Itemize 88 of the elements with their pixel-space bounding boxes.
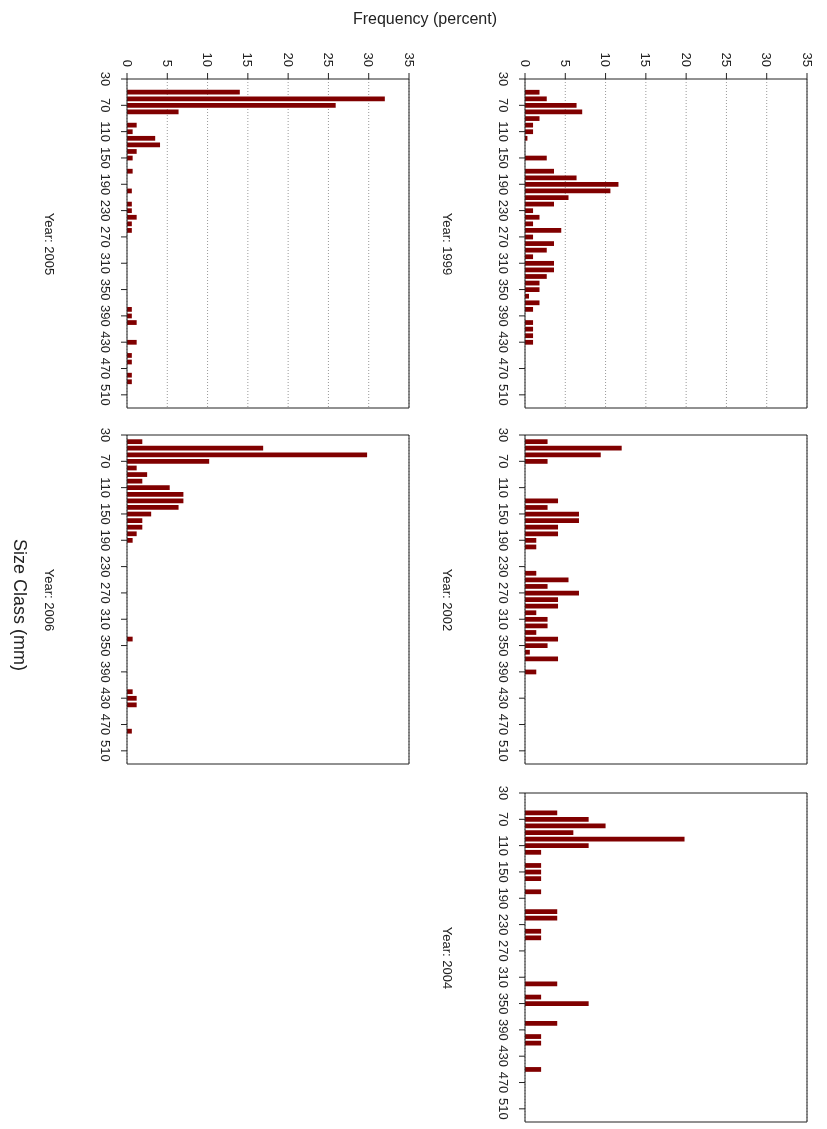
y-tick-label: 270 xyxy=(495,582,511,604)
y-axis-title: Year: 2004 xyxy=(439,926,455,990)
y-tick-label: 350 xyxy=(495,992,511,1015)
y-tick-label: 190 xyxy=(495,173,511,196)
y-tick-label: 270 xyxy=(97,226,113,248)
y-tick-label: 510 xyxy=(97,739,113,762)
y-tick-label: 470 xyxy=(97,713,113,736)
y-tick-label: 470 xyxy=(495,1071,511,1094)
x-tick-label: 20 xyxy=(280,52,296,67)
y-tick-label: 350 xyxy=(495,278,511,301)
y-tick-label: 310 xyxy=(495,252,511,275)
y-tick-label: 230 xyxy=(97,555,113,578)
x-tick-label: 5 xyxy=(557,59,573,67)
y-tick-label: 70 xyxy=(495,454,511,469)
y-tick-label: 310 xyxy=(97,608,113,631)
y-tick-label: 150 xyxy=(97,147,113,169)
text: Size Class (mm) xyxy=(10,538,30,672)
y-tick-label: 110 xyxy=(495,477,511,499)
y-tick-label: 350 xyxy=(97,634,113,657)
y-tick-label: 110 xyxy=(97,121,113,143)
y-tick-label: 110 xyxy=(495,121,511,143)
y-tick-label: 470 xyxy=(495,713,511,736)
x-tick-label: 20 xyxy=(678,52,694,67)
y-tick-label: 110 xyxy=(495,835,511,857)
y-tick-label: 70 xyxy=(97,454,113,469)
y-tick-label: 110 xyxy=(97,477,113,499)
x-tick-label: 10 xyxy=(200,52,216,67)
y-tick-label: 430 xyxy=(495,687,511,710)
y-tick-label: 30 xyxy=(495,71,511,87)
y-axis-title: Year: 2006 xyxy=(41,568,57,632)
y-tick-label: 430 xyxy=(495,1045,511,1068)
y-tick-label: 190 xyxy=(495,887,511,910)
y-axis-title: Year: 2002 xyxy=(439,568,455,632)
y-tick-label: 70 xyxy=(495,98,511,113)
y-tick-label: 30 xyxy=(97,71,113,87)
y-tick-label: 350 xyxy=(97,278,113,301)
y-tick-label: 390 xyxy=(495,661,511,683)
y-tick-label: 70 xyxy=(97,98,113,113)
y-tick-label: 350 xyxy=(495,634,511,657)
y-tick-label: 150 xyxy=(97,503,113,525)
x-tick-label: 35 xyxy=(401,52,417,67)
x-tick-label: 30 xyxy=(759,52,775,67)
y-tick-label: 190 xyxy=(97,173,113,196)
y-tick-label: 230 xyxy=(495,913,511,936)
x-tick-label: 10 xyxy=(598,52,614,67)
y-tick-label: 230 xyxy=(495,555,511,578)
y-tick-label: 510 xyxy=(97,383,113,406)
y-tick-label: 310 xyxy=(495,966,511,989)
y-tick-label: 310 xyxy=(97,252,113,275)
y-tick-label: 430 xyxy=(495,331,511,354)
y-tick-label: 510 xyxy=(495,383,511,406)
y-tick-label: 470 xyxy=(495,357,511,380)
y-tick-label: 390 xyxy=(495,305,511,327)
y-tick-label: 470 xyxy=(97,357,113,380)
y-tick-label: 230 xyxy=(97,199,113,222)
y-tick-label: 430 xyxy=(97,331,113,354)
x-tick-label: 0 xyxy=(119,59,135,67)
y-tick-label: 190 xyxy=(97,529,113,552)
y-tick-label: 510 xyxy=(495,1097,511,1120)
x-tick-label: 30 xyxy=(361,52,377,67)
x-tick-label: 15 xyxy=(240,52,256,67)
y-tick-label: 30 xyxy=(495,785,511,801)
y-tick-label: 390 xyxy=(495,1019,511,1041)
y-tick-label: 270 xyxy=(495,940,511,962)
x-tick-label: 5 xyxy=(159,59,175,67)
y-tick-label: 150 xyxy=(495,861,511,883)
x-tick-label: 0 xyxy=(517,59,533,67)
y-tick-label: 30 xyxy=(495,427,511,443)
y-tick-label: 190 xyxy=(495,529,511,552)
y-tick-label: 310 xyxy=(495,608,511,631)
x-axis-title: Frequency (percent) xyxy=(352,9,498,27)
x-tick-label: 35 xyxy=(799,52,815,67)
y-tick-label: 30 xyxy=(97,427,113,443)
y-axis-title: Year: 1999 xyxy=(439,212,455,276)
x-tick-label: 15 xyxy=(638,52,654,67)
y-tick-label: 430 xyxy=(97,687,113,710)
y-tick-label: 270 xyxy=(97,582,113,604)
y-tick-label: 390 xyxy=(97,305,113,327)
y-tick-label: 510 xyxy=(495,739,511,762)
y-tick-label: 150 xyxy=(495,503,511,525)
y-tick-label: 70 xyxy=(495,812,511,827)
y-tick-label: 230 xyxy=(495,199,511,222)
y-tick-label: 270 xyxy=(495,226,511,248)
x-tick-label: 25 xyxy=(718,52,734,67)
x-tick-label: 25 xyxy=(320,52,336,67)
y-axis-title: Year: 2005 xyxy=(41,212,57,276)
y-tick-label: 390 xyxy=(97,661,113,683)
y-tick-label: 150 xyxy=(495,147,511,169)
